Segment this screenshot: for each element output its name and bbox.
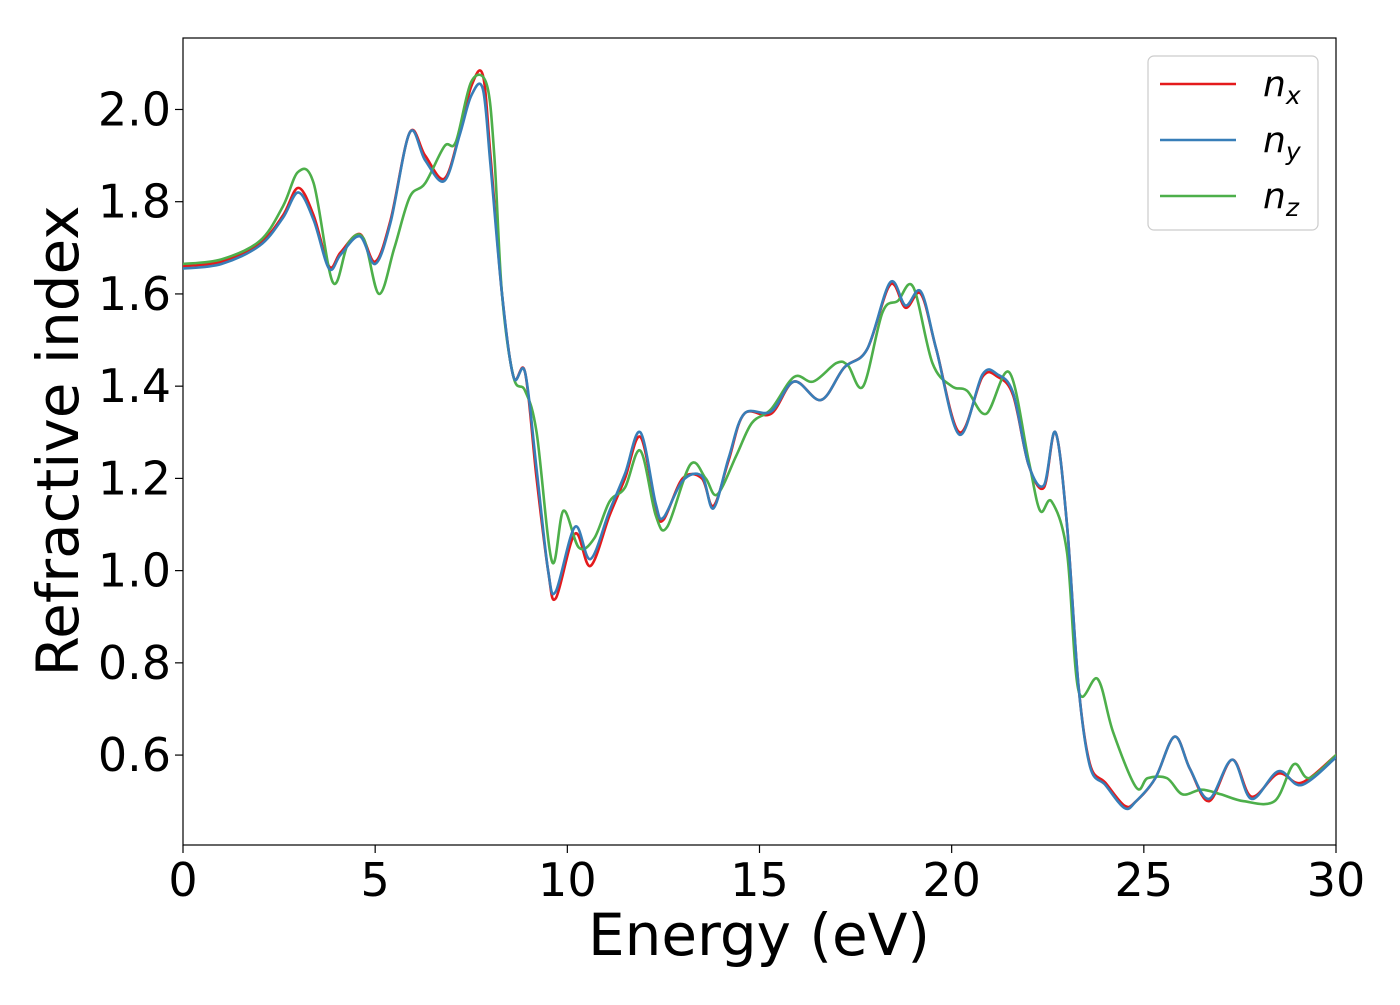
y-tick-label: 0.8: [98, 636, 171, 690]
legend-label-n-y: ny: [1263, 120, 1302, 166]
y-axis-ticks: 0.6 0.8 1.0 1.2 1.4 1.6 1.8 2.0: [98, 82, 183, 782]
series-line-n-y: [183, 82, 1336, 811]
x-axis-label: Energy (eV): [588, 901, 930, 969]
x-tick-label: 30: [1307, 853, 1366, 907]
x-tick-label: 5: [361, 853, 390, 907]
y-tick-label: 1.8: [98, 175, 171, 229]
y-tick-label: 1.4: [98, 359, 171, 413]
x-tick-label: 0: [168, 853, 197, 907]
y-tick-label: 1.2: [98, 451, 171, 505]
legend-box: [1147, 55, 1319, 231]
y-tick-label: 1.6: [98, 267, 171, 321]
x-tick-label: 15: [730, 853, 789, 907]
plot-area-frame: [182, 37, 1337, 846]
x-tick-label: 20: [922, 853, 981, 907]
x-axis-ticks: 0 5 10 15 20 25 30: [168, 845, 1365, 907]
y-tick-label: 1.0: [98, 544, 171, 598]
series-layer: [183, 69, 1336, 811]
y-axis-label: Refractive index: [24, 205, 92, 676]
x-tick-label: 25: [1115, 853, 1174, 907]
x-tick-label: 10: [538, 853, 597, 907]
y-tick-label: 0.6: [98, 728, 171, 782]
y-tick-label: 2.0: [98, 82, 171, 136]
